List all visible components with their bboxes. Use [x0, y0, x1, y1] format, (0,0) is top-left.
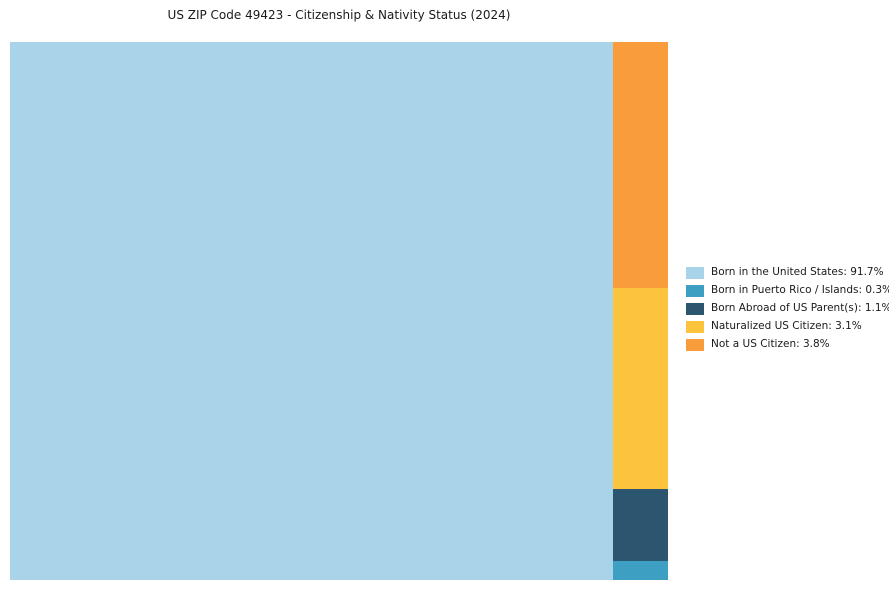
treemap-side-column — [613, 42, 668, 580]
legend-item-born-abroad: Born Abroad of US Parent(s): 1.1% — [686, 302, 889, 315]
treemap-block-naturalized-us-citizen — [613, 288, 668, 490]
legend-label: Not a US Citizen: 3.8% — [711, 338, 830, 350]
legend-swatch-icon — [686, 320, 704, 333]
legend-label: Naturalized US Citizen: 3.1% — [711, 320, 862, 332]
treemap-block-born-in-us — [10, 42, 614, 580]
legend-swatch-icon — [686, 266, 704, 279]
legend-item-born-in-us: Born in the United States: 91.7% — [686, 266, 889, 279]
treemap-block-not-a-us-citizen — [613, 42, 668, 289]
legend-label: Born Abroad of US Parent(s): 1.1% — [711, 302, 889, 314]
treemap-block-born-in-puerto-rico-islands — [613, 560, 668, 580]
legend-item-naturalized: Naturalized US Citizen: 3.1% — [686, 320, 889, 333]
legend: Born in the United States: 91.7% Born in… — [686, 266, 889, 351]
legend-item-not-a-citizen: Not a US Citizen: 3.8% — [686, 338, 889, 351]
legend-swatch-icon — [686, 284, 704, 297]
treemap-chart — [10, 42, 668, 580]
legend-swatch-icon — [686, 338, 704, 351]
legend-swatch-icon — [686, 302, 704, 315]
treemap-block-born-abroad-us-parents — [613, 489, 668, 561]
legend-label: Born in the United States: 91.7% — [711, 266, 884, 278]
legend-label: Born in Puerto Rico / Islands: 0.3% — [711, 284, 889, 296]
legend-item-born-in-puerto-rico: Born in Puerto Rico / Islands: 0.3% — [686, 284, 889, 297]
chart-title: US ZIP Code 49423 - Citizenship & Nativi… — [167, 8, 511, 22]
